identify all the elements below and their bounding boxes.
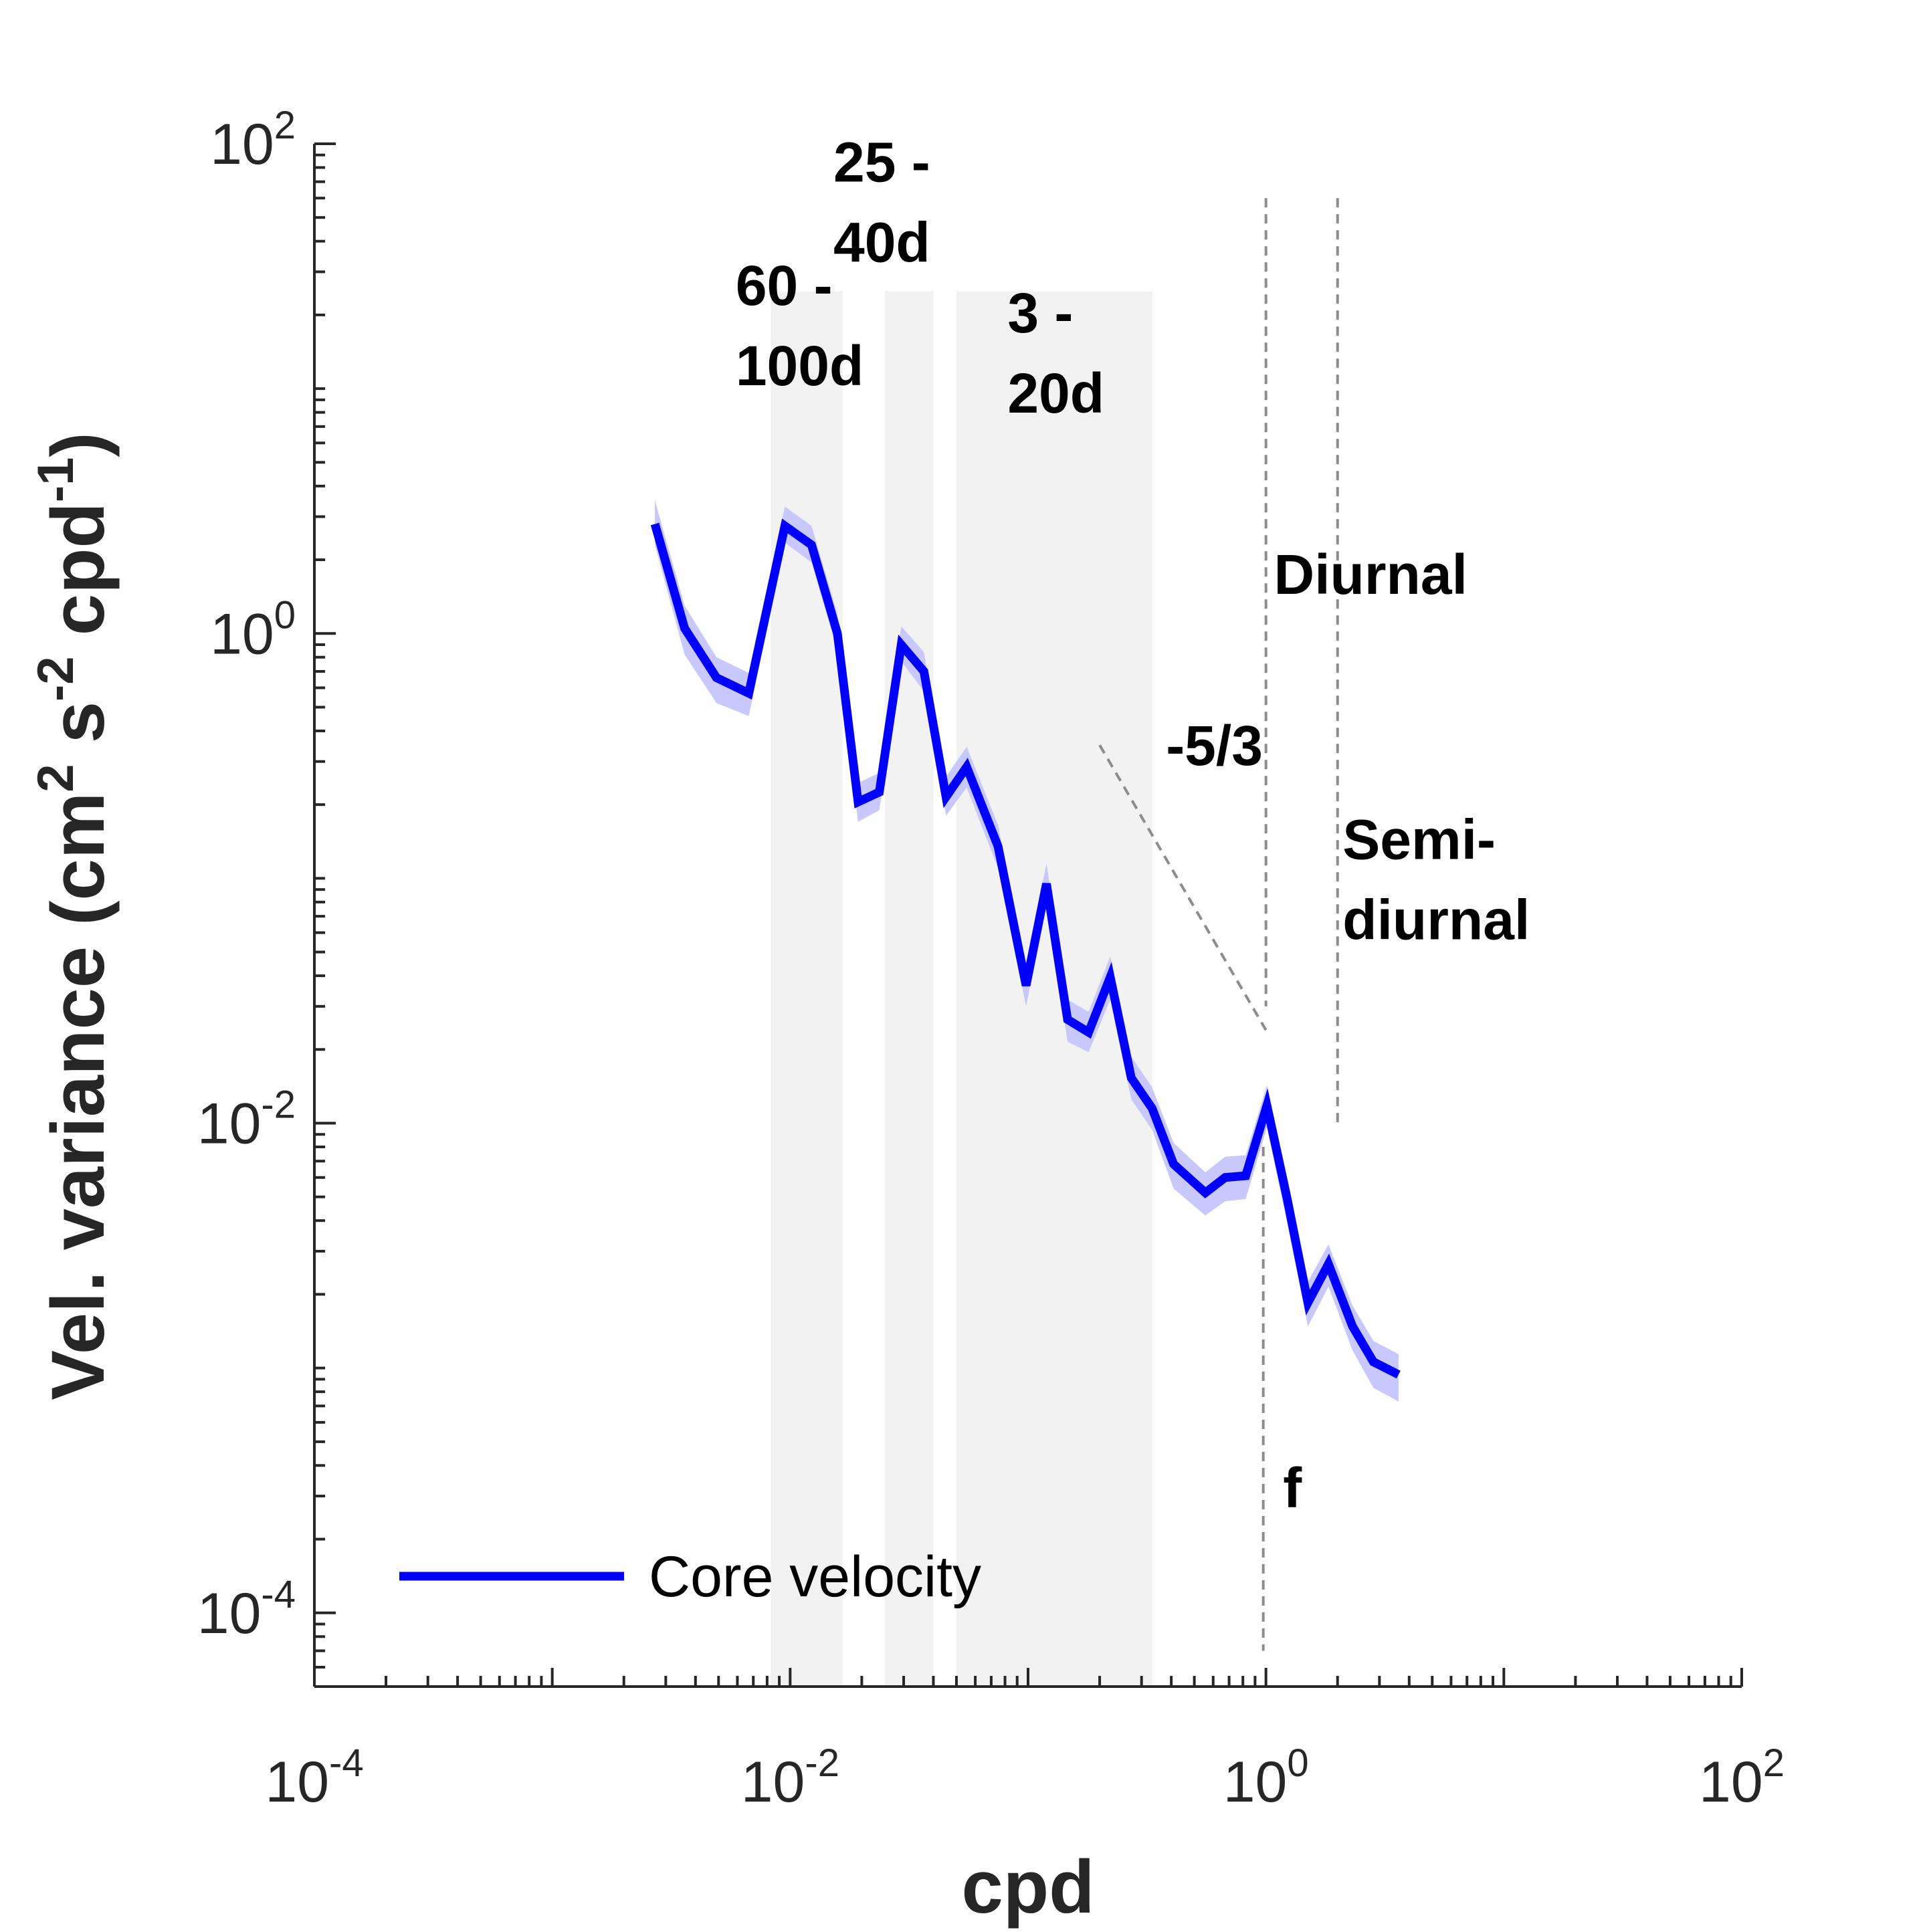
tick-base: 10: [1223, 1750, 1288, 1814]
tick-base: 10: [197, 1092, 262, 1156]
y-axis-title-superscript: -1: [27, 457, 84, 503]
reference-lines: [1098, 198, 1339, 1651]
y-axis-title-text: Vel. variance (cm: [36, 792, 120, 1400]
tick-exponent: -2: [805, 1741, 839, 1785]
tick-base: 10: [265, 1750, 329, 1814]
band-label-3: 3 -: [1007, 282, 1073, 344]
slope-reference-line: [1098, 744, 1268, 1031]
y-tick-label: 10-4: [197, 1573, 296, 1646]
band-label-2: 40d: [833, 211, 930, 274]
annotation-1: Diurnal: [1274, 543, 1467, 606]
y-axis-title-text: s: [36, 702, 120, 764]
tick-base: 10: [1699, 1750, 1763, 1814]
tick-exponent: 0: [1287, 1741, 1308, 1785]
tick-exponent: -4: [329, 1741, 364, 1785]
x-tick-label: 10-2: [741, 1741, 839, 1814]
y-axis-title-text: ): [36, 432, 120, 457]
shaded-bands: [771, 291, 1152, 1687]
shaded-band-1: [771, 291, 843, 1687]
tick-base: 10: [210, 602, 274, 666]
tick-base: 10: [741, 1750, 805, 1814]
x-tick-label: 10-4: [265, 1741, 363, 1814]
y-tick-label: 10-2: [197, 1083, 296, 1156]
tick-base: 10: [210, 112, 274, 177]
annotations: 60 - 100d 25 - 40d 3 - 20d -5/3 Diurnal Semi-diu…: [736, 131, 1530, 1519]
tick-exponent: 0: [274, 593, 296, 637]
y-axis-title-superscript: -2: [27, 656, 84, 702]
y-axis-title-superscript: 2: [27, 764, 84, 792]
x-axis-title: cpd: [961, 1845, 1094, 1929]
series-line: [650, 518, 1401, 1379]
band-label-1: 60 -: [736, 254, 833, 317]
y-tick-label: 100: [210, 593, 296, 666]
band-label-2: 25 -: [833, 131, 930, 194]
x-tick-label: 100: [1223, 1741, 1309, 1814]
series-layer: [650, 500, 1401, 1402]
legend: Core velocity: [399, 1545, 981, 1609]
tick-exponent: -2: [261, 1083, 296, 1127]
y-axis-title: Vel. variance (cm2 s-2 cpd-1): [27, 432, 120, 1400]
slope-label: -5/3: [1166, 714, 1263, 777]
y-axis-title-text: cpd: [36, 502, 120, 656]
annotation-2: Semi-: [1342, 808, 1496, 871]
band-label-3: 20d: [1007, 362, 1104, 425]
band-label-1: 100d: [736, 334, 864, 397]
tick-exponent: 2: [1763, 1741, 1785, 1785]
shaded-band-2: [884, 291, 934, 1687]
tick-exponent: 2: [274, 104, 296, 147]
tick-base: 10: [197, 1582, 262, 1646]
legend-label: Core velocity: [649, 1545, 981, 1609]
tick-exponent: -4: [261, 1573, 296, 1616]
x-tick-label: 102: [1699, 1741, 1785, 1814]
shaded-band-3: [956, 291, 1152, 1687]
series-confidence-band: [655, 500, 1399, 1402]
y-tick-label: 102: [210, 104, 296, 177]
annotation-2: diurnal: [1342, 888, 1530, 951]
annotation-3: f: [1283, 1457, 1302, 1519]
